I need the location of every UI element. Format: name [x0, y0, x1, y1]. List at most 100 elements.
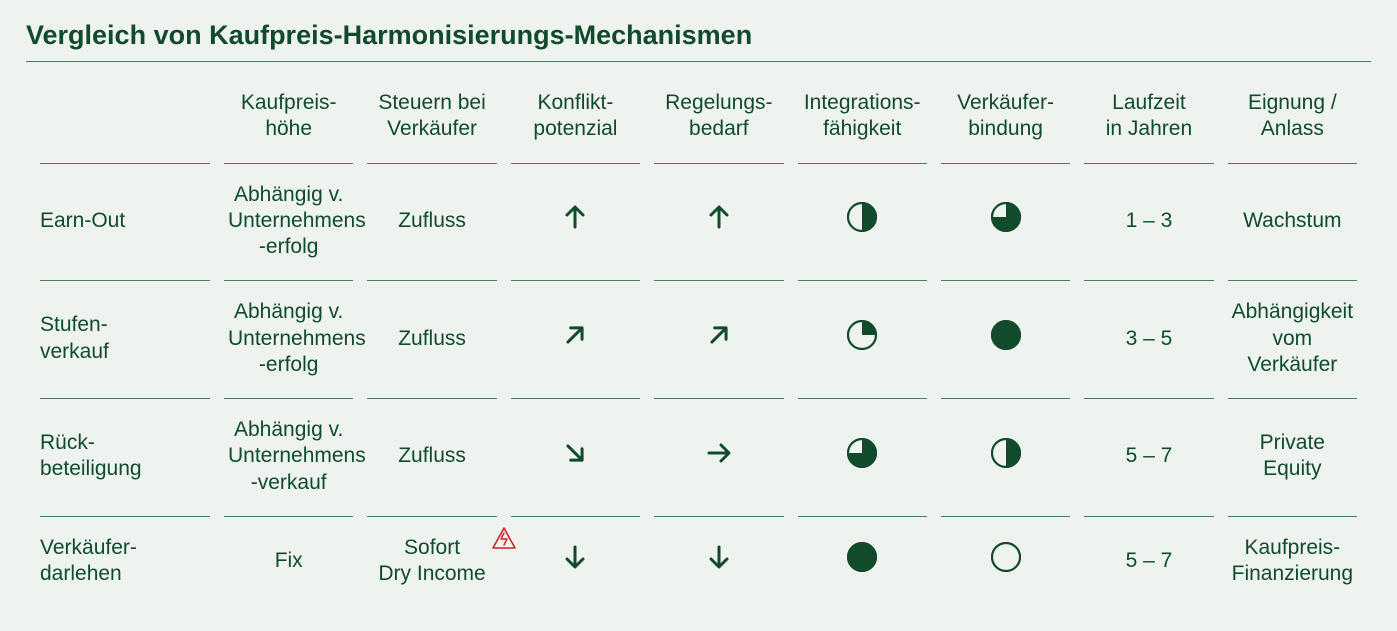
- cell-text: Sofort: [404, 536, 460, 559]
- cell-text: Unternehmens: [228, 327, 366, 350]
- header-cell-empty: [40, 90, 210, 164]
- cell-steuern: Zufluss: [367, 399, 496, 517]
- tax-wrap: Sofort Dry Income: [378, 535, 485, 588]
- arrow-down-icon: [560, 554, 590, 577]
- cell-text: Zufluss: [398, 327, 466, 350]
- header-cell-integration: Integrations-fähigkeit: [798, 90, 927, 164]
- harvey-ball-icon: [991, 450, 1021, 473]
- header-text: bindung: [968, 117, 1043, 140]
- header-cell-kaufpreis: Kaufpreis-höhe: [224, 90, 353, 164]
- row-label: Earn-Out: [40, 164, 210, 282]
- cell-text: -verkauf: [251, 471, 327, 494]
- header-text: Integrations-: [804, 91, 921, 114]
- arrow-up-icon: [560, 214, 590, 237]
- cell-laufzeit: 1 – 3: [1084, 164, 1213, 282]
- harvey-ball-icon: [847, 332, 877, 355]
- header-text: Steuern bei: [378, 91, 485, 114]
- header-text: Konflikt-: [538, 91, 614, 114]
- cell-kaufpreis: Abhängig v.Unternehmens-verkauf: [224, 399, 353, 517]
- cell-konflikt: [511, 281, 640, 399]
- cell-kaufpreis: Fix: [224, 517, 353, 608]
- cell-bindung: [941, 281, 1070, 399]
- cell-text: Abhängigkeit: [1232, 300, 1353, 323]
- cell-konflikt: [511, 164, 640, 282]
- table-row: Stufen-verkaufAbhängig v.Unternehmens-er…: [40, 281, 1357, 399]
- row-label-text: darlehen: [40, 562, 122, 585]
- row-label-text: Earn-Out: [40, 209, 125, 232]
- cell-regelung: [654, 164, 783, 282]
- cell-eignung: Private Equity: [1228, 399, 1357, 517]
- row-label-text: verkauf: [40, 340, 109, 363]
- cell-steuern: Sofort Dry Income: [367, 517, 496, 608]
- cell-konflikt: [511, 399, 640, 517]
- header-cell-bindung: Verkäufer-bindung: [941, 90, 1070, 164]
- cell-integration: [798, 517, 927, 608]
- arrow-up-right-icon: [560, 332, 590, 355]
- header-text: bedarf: [689, 117, 749, 140]
- header-text: potenzial: [533, 117, 617, 140]
- cell-integration: [798, 281, 927, 399]
- row-label-text: Stufen-: [40, 313, 108, 336]
- cell-text: Private Equity: [1260, 431, 1325, 480]
- table-row: Verkäufer-darlehen Fix Sofort Dry Income 5 …: [40, 517, 1357, 608]
- cell-eignung: Kaufpreis- Finanzierung: [1228, 517, 1357, 608]
- header-text: höhe: [265, 117, 312, 140]
- header-text: Regelungs-: [665, 91, 772, 114]
- table-row: Earn-Out Abhängig v. Unternehmens -erfolg Zu…: [40, 164, 1357, 282]
- cell-text: -erfolg: [259, 353, 319, 376]
- header-row: Kaufpreis-höhe Steuern bei Verkäufer Konf…: [40, 90, 1357, 164]
- harvey-ball-icon: [991, 332, 1021, 355]
- cell-text: Unternehmens: [228, 209, 366, 232]
- header-cell-steuern: Steuern bei Verkäufer: [367, 90, 496, 164]
- cell-bindung: [941, 164, 1070, 282]
- header-cell-eignung: Eignung / Anlass: [1228, 90, 1357, 164]
- table-row: Rück-beteiligungAbhängig v.Unternehmens-…: [40, 399, 1357, 517]
- cell-laufzeit: 3 – 5: [1084, 281, 1213, 399]
- cell-text: Kaufpreis-: [1244, 536, 1340, 559]
- header-text: Laufzeit: [1112, 91, 1186, 114]
- header-cell-laufzeit: Laufzeit in Jahren: [1084, 90, 1213, 164]
- comparison-table: Kaufpreis-höhe Steuern bei Verkäufer Konf…: [26, 90, 1371, 607]
- row-label-text: Verkäufer-: [40, 536, 137, 559]
- harvey-ball-icon: [847, 554, 877, 577]
- arrow-up-right-icon: [704, 332, 734, 355]
- cell-regelung: [654, 399, 783, 517]
- cell-text: Abhängig v.: [234, 183, 343, 206]
- comparison-table-container: Vergleich von Kaufpreis-Harmonisierungs-…: [0, 0, 1397, 631]
- cell-text: Abhängig v.: [234, 418, 343, 441]
- cell-bindung: [941, 399, 1070, 517]
- cell-text: Dry Income: [378, 562, 485, 585]
- header-text: Eignung /: [1248, 91, 1337, 114]
- cell-text: 1 – 3: [1126, 209, 1173, 232]
- cell-eignung: Wachstum: [1228, 164, 1357, 282]
- cell-regelung: [654, 281, 783, 399]
- header-text: fähigkeit: [823, 117, 901, 140]
- row-label-text: Rück-: [40, 431, 95, 454]
- cell-eignung: Abhängigkeit vom Verkäufer: [1228, 281, 1357, 399]
- cell-text: vom Verkäufer: [1247, 327, 1337, 376]
- title-rule: [26, 61, 1371, 62]
- cell-text: Zufluss: [398, 209, 466, 232]
- row-label: Stufen-verkauf: [40, 281, 210, 399]
- cell-text: Unternehmens: [228, 444, 366, 467]
- header-text: Verkäufer: [387, 117, 477, 140]
- header-text: in Jahren: [1106, 117, 1192, 140]
- arrow-down-icon: [704, 554, 734, 577]
- cell-bindung: [941, 517, 1070, 608]
- cell-text: -erfolg: [259, 235, 319, 258]
- cell-text: Fix: [275, 549, 303, 572]
- header-text: Kaufpreis-: [241, 91, 337, 114]
- cell-kaufpreis: Abhängig v.Unternehmens-erfolg: [224, 281, 353, 399]
- cell-integration: [798, 164, 927, 282]
- row-label-text: beteiligung: [40, 457, 142, 480]
- harvey-ball-icon: [991, 554, 1021, 577]
- cell-text: Finanzierung: [1232, 562, 1353, 585]
- cell-laufzeit: 5 – 7: [1084, 517, 1213, 608]
- arrow-down-right-icon: [560, 450, 590, 473]
- cell-text: Wachstum: [1243, 209, 1341, 232]
- header-cell-regelung: Regelungs-bedarf: [654, 90, 783, 164]
- header-text: Verkäufer-: [957, 91, 1054, 114]
- harvey-ball-icon: [847, 450, 877, 473]
- header-text: Anlass: [1261, 117, 1324, 140]
- header-cell-konflikt: Konflikt-potenzial: [511, 90, 640, 164]
